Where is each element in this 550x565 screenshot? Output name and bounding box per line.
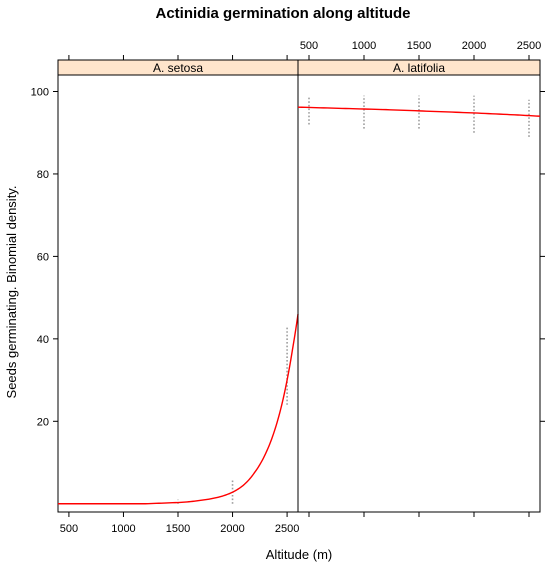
chart-title: Actinidia germination along altitude <box>155 5 410 22</box>
x-tick-label: 1500 <box>407 40 431 52</box>
panel-strip-label: A. setosa <box>153 61 203 75</box>
x-tick-label: 1000 <box>352 40 376 52</box>
y-axis-label: Seeds germinating. Binomial density. <box>4 186 19 399</box>
x-tick-label: 1500 <box>166 523 190 535</box>
fitted-curve <box>297 106 541 117</box>
y-tick-label: 20 <box>37 416 49 428</box>
x-tick-label: 2500 <box>517 40 541 52</box>
x-tick-label: 500 <box>60 523 78 535</box>
x-axis-label: Altitude (m) <box>266 547 332 562</box>
x-tick-label: 2500 <box>275 523 299 535</box>
panel-frame <box>57 74 299 513</box>
y-tick-label: 40 <box>37 334 49 346</box>
x-tick-label: 1000 <box>111 523 135 535</box>
panel-0: A. setosa 500 1000 1500 2000 2500 20 40 60 80 100 <box>31 55 299 535</box>
panel-1: A. latifolia 500 1000 1500 2000 2500 <box>297 40 545 517</box>
panel-strip-label: A. latifolia <box>393 61 445 75</box>
x-tick-label: 500 <box>300 40 318 52</box>
x-tick-label: 2000 <box>462 40 486 52</box>
fitted-curve <box>58 314 299 505</box>
panel-frame <box>297 74 541 513</box>
y-tick-label: 80 <box>37 169 49 181</box>
y-tick-label: 60 <box>37 251 49 263</box>
y-tick-label: 100 <box>31 86 49 98</box>
x-tick-label: 2000 <box>220 523 244 535</box>
